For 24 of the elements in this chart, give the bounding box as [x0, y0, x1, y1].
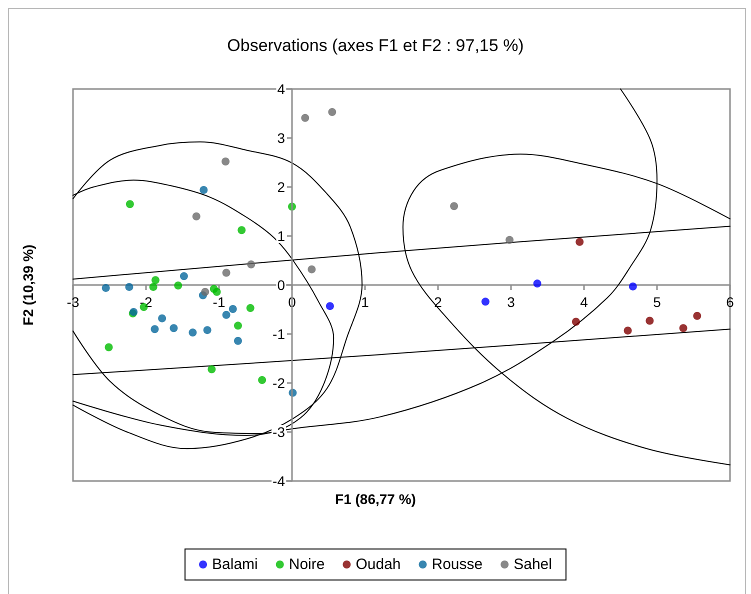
- y-tick-label: 0: [277, 277, 286, 293]
- x-tick-label: 4: [580, 294, 588, 310]
- legend-label: Balami: [212, 556, 258, 573]
- y-axis-title: F2 (10,39 %): [20, 244, 36, 326]
- x-tick-label: 5: [653, 294, 662, 310]
- legend-label: Sahel: [514, 556, 552, 573]
- x-tick-label: 1: [361, 294, 370, 310]
- x-tick-label: -3: [66, 294, 80, 310]
- y-tick-label: -2: [272, 375, 286, 391]
- x-tick-label: -1: [212, 294, 226, 310]
- legend-label: Oudah: [356, 556, 401, 573]
- y-tick-label: 2: [277, 179, 286, 195]
- chart-title: Observations (axes F1 et F2 : 97,15 %): [227, 36, 524, 55]
- legend-label: Rousse: [432, 556, 483, 573]
- y-tick-label: -1: [272, 326, 286, 342]
- x-tick-label: 3: [507, 294, 516, 310]
- y-tick-label: 4: [277, 81, 286, 97]
- x-tick-label: 6: [726, 294, 734, 310]
- y-tick-label: -3: [272, 424, 286, 440]
- legend-label: Noire: [288, 556, 325, 573]
- x-axis-title: F1 (86,77 %): [335, 491, 416, 507]
- y-tick-label: 3: [277, 130, 286, 146]
- y-tick-label: 1: [277, 228, 286, 244]
- y-tick-label: -4: [272, 473, 286, 489]
